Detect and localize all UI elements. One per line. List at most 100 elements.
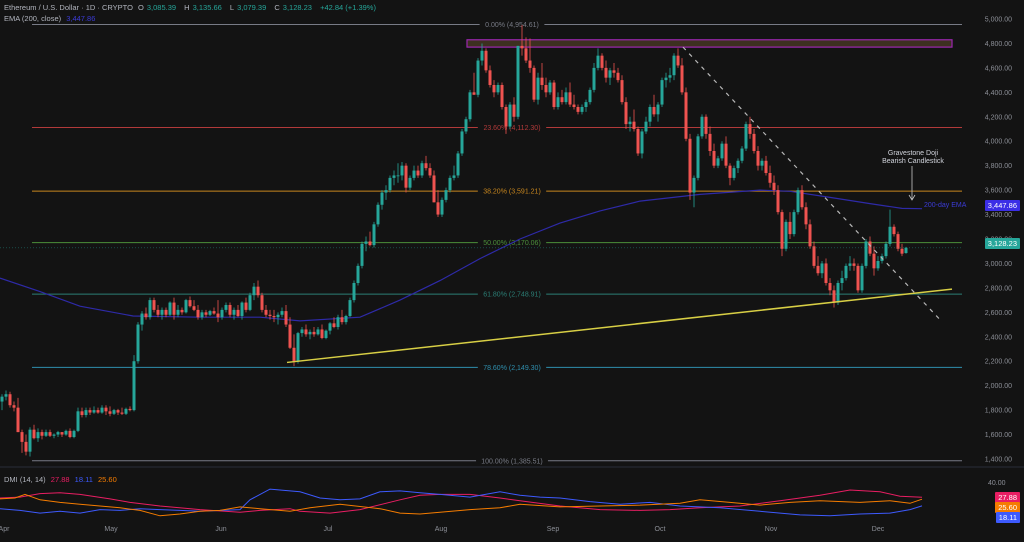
candle-body [500, 84, 504, 107]
candle-body [592, 67, 596, 90]
y-tick-label: 1,400.00 [985, 456, 1012, 463]
candle-body [708, 133, 712, 151]
candle-body [876, 260, 880, 269]
dmi-plus-tag: 25.60 [995, 502, 1020, 513]
candle-body [100, 407, 104, 413]
candle-body [656, 104, 660, 115]
candle-body [532, 67, 536, 100]
candle-body [208, 311, 212, 315]
candle-body [0, 396, 4, 402]
candle-body [420, 163, 424, 176]
candle-body [524, 48, 528, 61]
candle-body [460, 131, 464, 154]
dmi-axis-top: 40.00 [988, 480, 1006, 487]
candle-body [648, 106, 652, 122]
candle-body [8, 394, 12, 406]
candle-body [48, 432, 52, 436]
candle-body [304, 329, 308, 335]
candle-body [556, 97, 560, 107]
candle-body [424, 163, 428, 169]
ema-legend[interactable]: EMA (200, close) 3,447.86 [4, 14, 98, 23]
candle-body [240, 302, 244, 316]
candle-body [132, 361, 136, 411]
dmi-di_plus-line [0, 493, 923, 517]
dmi-pane [0, 488, 923, 517]
candle-body [64, 430, 68, 435]
candle-body [608, 70, 612, 78]
candle-body [188, 300, 192, 307]
candle-body [444, 190, 448, 200]
fib-label: 0.00% (4,954.61) [485, 22, 539, 29]
candle-body [116, 410, 120, 413]
candle-body [152, 300, 156, 310]
candle-body [748, 124, 752, 134]
close-label: C [274, 3, 280, 12]
candle-body [840, 278, 844, 283]
candle-body [700, 116, 704, 137]
ema-value: 3,447.86 [66, 14, 96, 23]
candle-body [800, 190, 804, 208]
fibonacci-retracement[interactable]: 0.00% (4,954.61) 23.60% (4,112.30) 38.20% … [32, 22, 962, 465]
candle-body [520, 45, 524, 49]
candle-body [232, 309, 236, 315]
candle-body [288, 324, 292, 348]
candle-body [612, 70, 616, 73]
low-label: L [229, 3, 235, 12]
dmi-legend[interactable]: DMI (14, 14) 27.88 18.11 25.60 [4, 475, 120, 484]
candle-body [652, 106, 656, 115]
candle-body [784, 221, 788, 249]
candle-body [780, 212, 784, 249]
candle-body [496, 84, 500, 93]
candle-body [516, 45, 520, 117]
candle-body [24, 441, 28, 452]
candle-body [904, 247, 908, 254]
candle-body [832, 290, 836, 303]
y-tick-label: 2,000.00 [985, 383, 1012, 390]
candle-body [536, 77, 540, 100]
dmi-adx-tag: 27.88 [995, 492, 1020, 503]
candle-body [628, 121, 632, 125]
symbol-title[interactable]: Ethereum / U.S. Dollar · 1D · CRYPTO [4, 3, 133, 12]
candle-body [576, 106, 580, 112]
last-price-tag: 3,128.23 [984, 238, 1020, 249]
y-tick-label: 3,400.00 [985, 212, 1012, 219]
candle-body [416, 170, 420, 176]
candle-body [12, 405, 16, 408]
symbol-legend: Ethereum / U.S. Dollar · 1D · CRYPTO O 3,… [4, 3, 379, 12]
candle-body [120, 412, 124, 414]
candle-body [280, 311, 284, 315]
candle-body [616, 72, 620, 81]
candle-body [756, 150, 760, 166]
candle-body [620, 80, 624, 103]
candle-body [328, 323, 332, 331]
candle-body [752, 133, 756, 151]
time-axis[interactable]: Apr May Jun Jul Aug Sep Oct Nov Dec [0, 526, 885, 533]
candle-body [540, 77, 544, 85]
candle-body [196, 309, 200, 318]
resistance-box [466, 39, 953, 48]
candle-body [184, 300, 188, 313]
candle-body [596, 55, 600, 68]
candle-body [824, 263, 828, 283]
candle-body [872, 253, 876, 269]
candle-body [900, 248, 904, 254]
candle-body [272, 315, 276, 318]
candle-body [16, 407, 20, 433]
fib-label: 23.60% (4,112.30) [483, 125, 540, 132]
candle-body [96, 410, 100, 413]
candle-body [848, 263, 852, 266]
candle-body [380, 192, 384, 205]
candle-body [164, 309, 168, 315]
candle-body [572, 104, 576, 107]
candle-body [160, 309, 164, 315]
dmi-adx-value: 27.88 [50, 475, 70, 484]
candle-body [324, 330, 328, 338]
candle-body [80, 411, 84, 415]
candle-body [480, 50, 484, 61]
candle-body [772, 182, 776, 191]
resistance-zone[interactable] [466, 39, 953, 48]
candle-body [56, 432, 60, 435]
trendlines[interactable] [286, 46, 953, 364]
